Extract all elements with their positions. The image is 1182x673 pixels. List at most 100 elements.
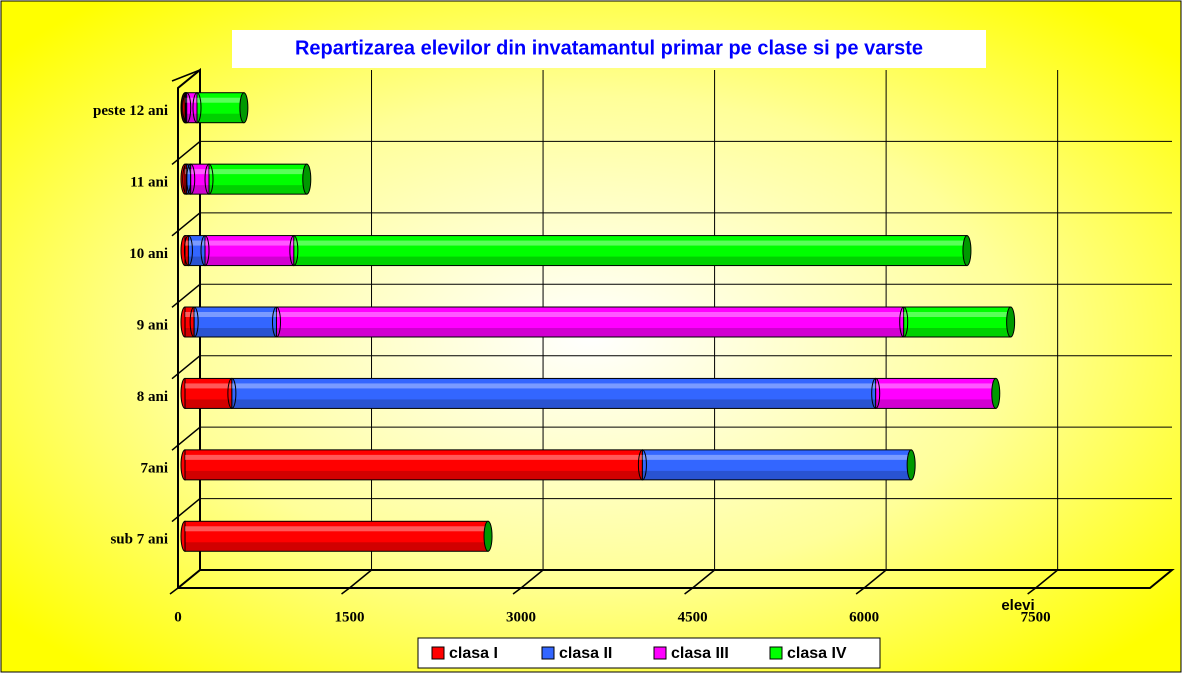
legend-swatch bbox=[769, 646, 783, 660]
bar-segment bbox=[231, 377, 877, 409]
bar-segment bbox=[275, 306, 905, 338]
x-tick-label: 6000 bbox=[849, 609, 879, 625]
bar-highlight bbox=[194, 312, 277, 317]
row-tick bbox=[171, 212, 201, 237]
legend bbox=[417, 637, 881, 669]
bar-highlight bbox=[185, 526, 489, 532]
bar-joint bbox=[200, 235, 210, 267]
x-tick-label: 7500 bbox=[1021, 609, 1051, 625]
bar-joint bbox=[289, 235, 299, 267]
legend-swatch bbox=[541, 646, 555, 660]
bar-joint bbox=[637, 449, 647, 481]
x-tick-label: 3000 bbox=[506, 609, 536, 625]
tick-mark bbox=[169, 587, 179, 595]
bar-highlight bbox=[185, 97, 187, 103]
bar-shade bbox=[197, 113, 244, 123]
y-tick-label: 11 ani bbox=[130, 175, 168, 191]
bar-joint bbox=[186, 163, 196, 195]
bar-shade bbox=[903, 328, 1011, 337]
bar-shade bbox=[186, 113, 198, 123]
x-tick-label: 1500 bbox=[335, 609, 365, 625]
bar-shade bbox=[205, 256, 294, 266]
bar-highlight bbox=[197, 97, 244, 103]
bar-cap bbox=[239, 92, 249, 124]
bar-segment bbox=[196, 92, 245, 124]
bar-joint bbox=[871, 377, 881, 409]
tick-mark bbox=[684, 587, 694, 595]
bar-cap bbox=[302, 163, 312, 195]
row-tick bbox=[171, 497, 201, 523]
row-tick bbox=[171, 355, 201, 380]
chart-title: Repartizarea elevilor din invatamantul p… bbox=[295, 37, 923, 59]
grid-line bbox=[1035, 569, 1059, 589]
legend-label: clasa IV bbox=[787, 645, 847, 662]
y-tick-label: peste 12 ani bbox=[93, 103, 168, 119]
bar-highlight bbox=[185, 383, 232, 389]
title-box bbox=[232, 30, 986, 68]
grid-line bbox=[349, 569, 373, 589]
y-tick-label: 7ani bbox=[140, 460, 168, 476]
bar-shade bbox=[276, 328, 904, 337]
tick-mark bbox=[512, 587, 522, 595]
bar-highlight bbox=[293, 240, 967, 246]
bar-highlight bbox=[205, 240, 294, 246]
bar-shade bbox=[231, 399, 876, 409]
tick-mark bbox=[341, 587, 350, 595]
bar-shade bbox=[185, 399, 232, 409]
grid-line bbox=[692, 569, 716, 589]
bar-segment bbox=[903, 306, 1012, 338]
legend-label: clasa II bbox=[559, 645, 612, 662]
bar-segment bbox=[641, 449, 912, 481]
bar-cap bbox=[906, 449, 916, 481]
x-tick-label: 0 bbox=[174, 609, 182, 625]
bar-shade bbox=[188, 256, 206, 266]
x-tick-label: 4500 bbox=[678, 609, 708, 625]
bar-cap bbox=[1006, 306, 1016, 338]
bar-shade bbox=[185, 113, 187, 123]
bar-segment bbox=[204, 235, 295, 267]
bar-joint bbox=[227, 377, 237, 409]
bar-segment bbox=[193, 306, 277, 338]
bar-joint bbox=[899, 306, 909, 338]
bar-shade bbox=[185, 185, 187, 195]
legend-label: clasa III bbox=[671, 645, 729, 662]
bar-joint bbox=[183, 235, 193, 267]
bar-shade bbox=[185, 256, 189, 266]
bar-highlight bbox=[185, 169, 187, 175]
legend-swatch bbox=[431, 646, 445, 660]
grid-line bbox=[177, 569, 201, 589]
bar-highlight bbox=[903, 312, 1011, 317]
bar-shade bbox=[209, 185, 307, 195]
bar-shade bbox=[293, 256, 967, 266]
y-tick-label: 10 ani bbox=[129, 246, 168, 262]
bar-joint bbox=[271, 306, 281, 338]
row-tick bbox=[171, 140, 201, 166]
bar-highlight bbox=[276, 312, 904, 317]
row-tick bbox=[171, 69, 201, 82]
bar-joint bbox=[182, 92, 192, 124]
bar-joint bbox=[192, 92, 202, 124]
bar-highlight bbox=[642, 454, 912, 460]
y-tick-label: 9 ani bbox=[137, 317, 168, 333]
y-tick-label: 8 ani bbox=[137, 389, 168, 405]
bar-shade bbox=[642, 470, 912, 480]
bar-shade bbox=[185, 542, 489, 552]
legend-swatch bbox=[653, 646, 667, 660]
bar-highlight bbox=[190, 169, 210, 175]
bar-highlight bbox=[185, 312, 195, 317]
bar-segment bbox=[875, 377, 997, 409]
bar-joint bbox=[204, 163, 214, 195]
bar-highlight bbox=[209, 169, 307, 175]
bar-highlight bbox=[188, 240, 206, 246]
tick-mark bbox=[1027, 587, 1037, 595]
bar-shade bbox=[875, 399, 996, 409]
row-tick bbox=[171, 283, 201, 308]
bar-shade bbox=[194, 328, 277, 337]
bar-highlight bbox=[875, 383, 996, 389]
x-axis-label: elevi bbox=[1001, 597, 1034, 614]
bar-segment bbox=[184, 377, 233, 409]
bar-highlight bbox=[186, 97, 198, 103]
bar-joint bbox=[189, 306, 199, 338]
bar-highlight bbox=[231, 383, 876, 389]
legend-label: clasa I bbox=[449, 645, 498, 662]
